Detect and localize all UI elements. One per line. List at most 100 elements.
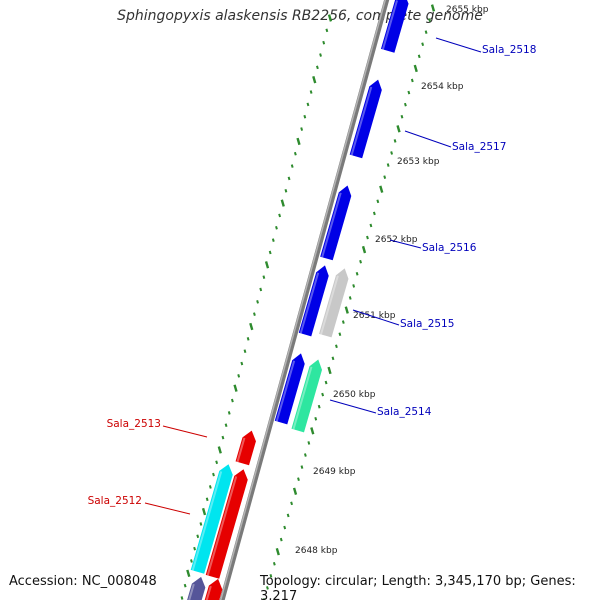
tick-mark (293, 151, 297, 156)
tick-mark (256, 300, 259, 304)
tick-mark (309, 90, 313, 94)
tick-mark (300, 127, 304, 131)
scale-label: 2649 kbp (313, 467, 356, 477)
tick-mark (369, 223, 373, 228)
tick-mark (224, 423, 228, 428)
tick-mark (372, 211, 376, 216)
tick-mark (249, 322, 254, 331)
tick-mark (376, 199, 380, 204)
gene-features (187, 0, 409, 600)
gene-label: Sala_2517 (452, 141, 506, 153)
tick-mark (205, 497, 209, 502)
genome-backbone (219, 0, 390, 600)
tick-mark (272, 561, 276, 566)
tick-mark (240, 361, 244, 366)
gene-sala-2515 (298, 265, 329, 337)
tick-mark (266, 586, 269, 590)
gene-sala-2514-shine (275, 360, 296, 422)
gene-sala-2512-shine (206, 476, 238, 576)
gene-sala-2517-body (349, 79, 382, 159)
tick-mark (262, 275, 266, 279)
tick-mark (424, 30, 428, 34)
scale-label: 2652 kbp (375, 235, 418, 245)
feature-grey (319, 268, 349, 338)
tick-mark (253, 312, 256, 316)
tick-mark (341, 320, 345, 324)
tick-mark (359, 259, 362, 264)
gene-sala-2512 (205, 469, 248, 579)
tick-mark (201, 507, 207, 516)
tick-mark (390, 151, 394, 155)
gene-label-leader (329, 399, 377, 414)
feature-mint (291, 359, 323, 433)
feature-grey-body (319, 268, 349, 338)
tick-mark (379, 185, 384, 193)
tick-mark (338, 332, 342, 337)
tick-mark (230, 398, 234, 403)
gene-sala-2513-shine (236, 437, 246, 463)
genome-summary-text: Topology: circular; Length: 3,345,170 bp… (260, 574, 576, 600)
gene-sala-2513 (235, 430, 256, 466)
tick-mark (297, 477, 300, 481)
feature-cyan-shine (191, 471, 223, 571)
scale-label: 2650 kbp (333, 390, 376, 400)
tick-mark (180, 596, 184, 600)
feature-dark-shine (188, 583, 195, 600)
tick-mark (404, 102, 407, 107)
tick-mark (262, 598, 266, 600)
gene-label: Sala_2512 (88, 495, 142, 507)
tick-mark (312, 76, 317, 84)
gene-bottom-red (204, 578, 223, 600)
feature-cyan-body (190, 464, 233, 574)
accession-text: Accession: NC_008048 (9, 574, 157, 589)
tick-mark (259, 287, 263, 292)
gene-label: Sala_2515 (400, 318, 454, 330)
tick-mark (268, 250, 272, 255)
tick-mark (246, 337, 250, 341)
gene-label-leader (435, 37, 482, 53)
feature-dark-body (187, 576, 206, 600)
scale-label: 2653 kbp (397, 157, 440, 167)
tick-mark (428, 18, 431, 22)
tick-mark (275, 225, 278, 230)
tick-mark (286, 513, 290, 518)
tick-mark (193, 546, 197, 551)
tick-mark (217, 446, 222, 454)
tick-mark (243, 349, 247, 354)
gene-sala-2518-body (380, 0, 409, 53)
tick-mark (287, 176, 291, 181)
tick-mark (264, 261, 270, 269)
tick-mark (366, 235, 369, 240)
tick-mark (221, 435, 225, 440)
tick-mark (413, 64, 418, 73)
tick-mark (331, 356, 335, 361)
tick-mark (407, 90, 411, 95)
feature-dark (187, 576, 206, 600)
backbone-highlight (219, 0, 387, 600)
tick-mark (292, 487, 298, 495)
tick-mark (199, 522, 203, 526)
scale-label: 2654 kbp (421, 82, 464, 92)
tick-mark (348, 296, 352, 300)
gene-label: Sala_2516 (422, 242, 477, 254)
tick-mark (317, 404, 321, 409)
tick-marks (180, 4, 436, 600)
gene-sala-2516 (320, 185, 352, 261)
tick-mark (321, 392, 325, 397)
tick-mark (400, 114, 404, 119)
tick-mark (212, 472, 215, 477)
tick-mark (310, 427, 315, 435)
gene-label-leader (389, 239, 422, 249)
feature-mint-shine (292, 366, 313, 430)
gene-sala-2514 (274, 353, 305, 425)
tick-mark (307, 441, 311, 445)
tick-mark (396, 125, 401, 133)
gene-sala-2516-body (320, 185, 352, 261)
tick-mark (215, 460, 219, 465)
tick-mark (327, 366, 332, 375)
tick-mark (300, 465, 304, 469)
tick-mark (269, 574, 273, 578)
tick-mark (227, 411, 231, 415)
tick-mark (315, 65, 319, 70)
